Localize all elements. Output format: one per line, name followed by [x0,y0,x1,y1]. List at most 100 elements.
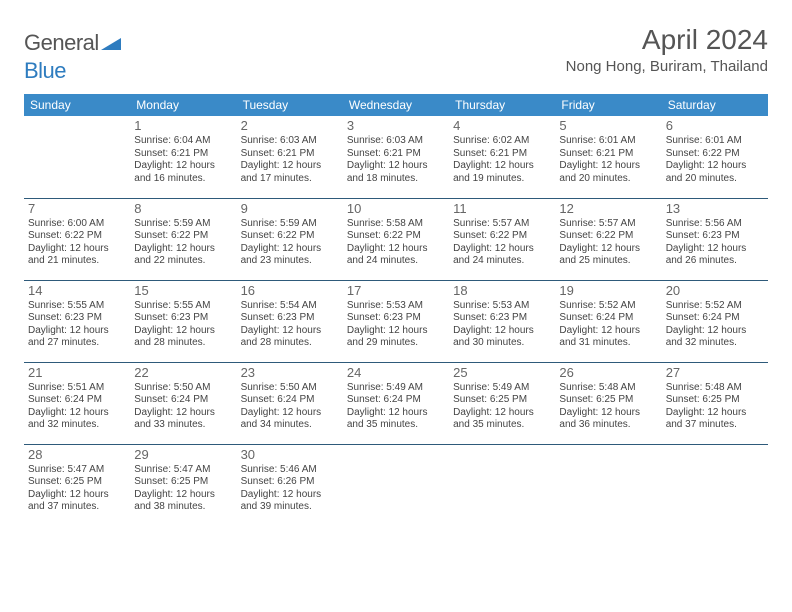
day-info-line: and 17 minutes. [241,173,339,186]
weekday-header: Sunday [24,94,130,116]
day-number: 5 [559,118,657,134]
day-number: 1 [134,118,232,134]
day-info-line: Daylight: 12 hours [559,325,657,338]
day-info-line: Sunrise: 5:53 AM [453,300,551,313]
day-info-line: Daylight: 12 hours [453,407,551,420]
location: Nong Hong, Buriram, Thailand [566,58,768,75]
calendar-cell: 4Sunrise: 6:02 AMSunset: 6:21 PMDaylight… [449,116,555,198]
day-info-line: Sunset: 6:23 PM [453,312,551,325]
day-info-line: Sunrise: 5:47 AM [134,464,232,477]
day-info-line: Daylight: 12 hours [453,160,551,173]
day-info-line: and 25 minutes. [559,255,657,268]
day-info-line: and 22 minutes. [134,255,232,268]
day-info-line: and 18 minutes. [347,173,445,186]
calendar-cell: 24Sunrise: 5:49 AMSunset: 6:24 PMDayligh… [343,362,449,444]
day-info-line: Sunrise: 5:54 AM [241,300,339,313]
title-block: April 2024 Nong Hong, Buriram, Thailand [566,24,768,75]
day-number: 11 [453,201,551,217]
day-info-line: and 32 minutes. [28,419,126,432]
day-info-line: Daylight: 12 hours [134,325,232,338]
day-info-line: Sunrise: 5:57 AM [559,218,657,231]
day-info-line: Daylight: 12 hours [666,160,764,173]
day-info-line: Daylight: 12 hours [134,407,232,420]
calendar-cell: 12Sunrise: 5:57 AMSunset: 6:22 PMDayligh… [555,198,661,280]
logo-triangle-icon [101,30,121,56]
calendar-row: 1Sunrise: 6:04 AMSunset: 6:21 PMDaylight… [24,116,768,198]
day-number: 22 [134,365,232,381]
day-info-line: Sunset: 6:23 PM [347,312,445,325]
day-info-line: Daylight: 12 hours [347,325,445,338]
day-info-line: Daylight: 12 hours [559,243,657,256]
day-info-line: and 37 minutes. [666,419,764,432]
day-info-line: Sunset: 6:25 PM [134,476,232,489]
day-info-line: Daylight: 12 hours [28,325,126,338]
weekday-header: Monday [130,94,236,116]
day-info-line: Daylight: 12 hours [666,325,764,338]
day-info-line: and 37 minutes. [28,501,126,514]
weekday-header: Friday [555,94,661,116]
calendar-cell: 21Sunrise: 5:51 AMSunset: 6:24 PMDayligh… [24,362,130,444]
weekday-header: Wednesday [343,94,449,116]
day-info-line: Sunset: 6:22 PM [453,230,551,243]
day-info-line: Sunrise: 5:52 AM [559,300,657,313]
day-info-line: and 20 minutes. [666,173,764,186]
day-info-line: Sunset: 6:25 PM [453,394,551,407]
day-info-line: and 36 minutes. [559,419,657,432]
day-number: 24 [347,365,445,381]
day-number: 19 [559,283,657,299]
day-info-line: and 28 minutes. [134,337,232,350]
day-info-line: and 32 minutes. [666,337,764,350]
day-info-line: Sunset: 6:24 PM [134,394,232,407]
day-number: 29 [134,447,232,463]
day-info-line: Daylight: 12 hours [241,489,339,502]
day-number: 20 [666,283,764,299]
day-info-line: Daylight: 12 hours [347,160,445,173]
day-number: 18 [453,283,551,299]
day-info-line: Sunset: 6:24 PM [666,312,764,325]
day-number: 9 [241,201,339,217]
day-number: 21 [28,365,126,381]
day-number: 15 [134,283,232,299]
day-info-line: Sunset: 6:23 PM [28,312,126,325]
day-info-line: Sunset: 6:22 PM [347,230,445,243]
day-info-line: Sunset: 6:23 PM [134,312,232,325]
calendar-row: 14Sunrise: 5:55 AMSunset: 6:23 PMDayligh… [24,280,768,362]
calendar-row: 28Sunrise: 5:47 AMSunset: 6:25 PMDayligh… [24,444,768,526]
calendar-table: Sunday Monday Tuesday Wednesday Thursday… [24,94,768,526]
day-info-line: Sunset: 6:23 PM [666,230,764,243]
day-info-line: Sunrise: 6:03 AM [241,135,339,148]
day-info-line: and 21 minutes. [28,255,126,268]
day-info-line: Sunset: 6:24 PM [241,394,339,407]
day-info-line: Sunset: 6:22 PM [666,148,764,161]
calendar-cell: 11Sunrise: 5:57 AMSunset: 6:22 PMDayligh… [449,198,555,280]
day-number: 3 [347,118,445,134]
day-info-line: Daylight: 12 hours [241,160,339,173]
calendar-cell: 27Sunrise: 5:48 AMSunset: 6:25 PMDayligh… [662,362,768,444]
day-number: 13 [666,201,764,217]
day-info-line: Sunrise: 5:58 AM [347,218,445,231]
day-info-line: Daylight: 12 hours [28,407,126,420]
weekday-header: Saturday [662,94,768,116]
logo: GeneralBlue [24,24,121,84]
day-info-line: and 24 minutes. [453,255,551,268]
day-info-line: Sunrise: 6:03 AM [347,135,445,148]
day-info-line: Sunset: 6:24 PM [559,312,657,325]
weekday-header: Tuesday [237,94,343,116]
day-info-line: Sunrise: 5:53 AM [347,300,445,313]
day-info-line: Sunrise: 6:01 AM [559,135,657,148]
day-info-line: and 20 minutes. [559,173,657,186]
calendar-cell: 19Sunrise: 5:52 AMSunset: 6:24 PMDayligh… [555,280,661,362]
day-info-line: Sunrise: 6:00 AM [28,218,126,231]
day-number: 14 [28,283,126,299]
day-number: 7 [28,201,126,217]
day-info-line: Sunset: 6:24 PM [28,394,126,407]
calendar-cell: 25Sunrise: 5:49 AMSunset: 6:25 PMDayligh… [449,362,555,444]
calendar-cell: 2Sunrise: 6:03 AMSunset: 6:21 PMDaylight… [237,116,343,198]
day-info-line: Daylight: 12 hours [241,407,339,420]
day-info-line: and 33 minutes. [134,419,232,432]
calendar-cell: 26Sunrise: 5:48 AMSunset: 6:25 PMDayligh… [555,362,661,444]
day-info-line: and 35 minutes. [347,419,445,432]
day-info-line: and 24 minutes. [347,255,445,268]
day-info-line: Daylight: 12 hours [134,243,232,256]
calendar-cell: 16Sunrise: 5:54 AMSunset: 6:23 PMDayligh… [237,280,343,362]
